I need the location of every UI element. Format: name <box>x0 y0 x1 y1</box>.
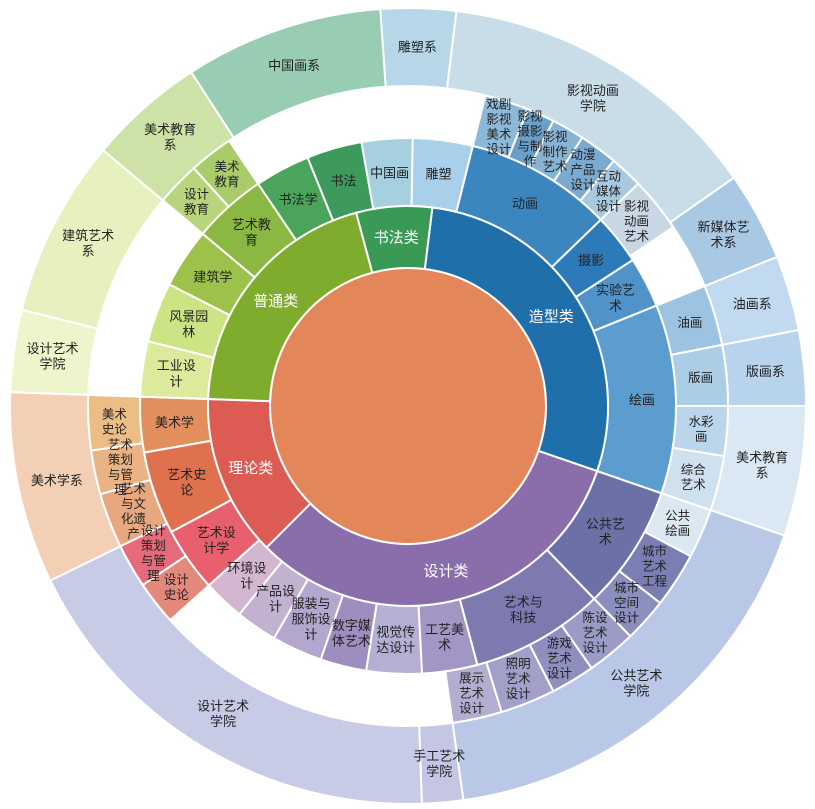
ring3-label-7: 版画 <box>688 370 713 385</box>
ring2-label-2: 摄影 <box>578 254 604 269</box>
ring2-label-14: 艺术史论 <box>167 468 206 499</box>
ring4-label-5: 美术教育系 <box>736 450 788 482</box>
ring2-label-12: 环境设计 <box>227 561 266 592</box>
ring4-label-7: 手工艺术学院 <box>413 749 465 780</box>
ring1-label-2: 理论类 <box>228 459 273 477</box>
ring4-label-11: 建筑艺术系 <box>62 228 114 260</box>
ring3-label-21: 美术史论 <box>102 406 128 436</box>
ring3-label-2: 影视制作艺术 <box>542 129 568 174</box>
ring2-label-13: 艺术设计学 <box>197 526 236 557</box>
ring3-label-4: 互动媒体设计 <box>596 168 622 213</box>
ring2-label-21: 书法 <box>330 175 356 190</box>
ring4-label-12: 美术教育系 <box>144 122 196 154</box>
ring2-label-4: 绘画 <box>629 393 655 408</box>
ring1-segment-4 <box>355 205 434 274</box>
ring4-label-2: 新媒体艺术系 <box>697 219 749 251</box>
ring4-label-13: 中国画系 <box>268 59 320 74</box>
ring4-segment-13 <box>189 7 387 140</box>
ring3-label-22: 设计教育 <box>184 187 209 217</box>
ring2-label-8: 视觉传达设计 <box>376 625 415 656</box>
ring3-label-1: 影视摄影与制作 <box>517 108 543 168</box>
ring4-label-1: 影视动画学院 <box>567 84 619 115</box>
ring2-label-19: 艺术教育 <box>232 217 271 249</box>
ring3-label-3: 动漫产品设计 <box>570 147 595 192</box>
ring3-label-23: 美术教育 <box>214 159 240 189</box>
ring2-label-17: 风景园林 <box>169 310 208 341</box>
ring3-label-10: 公共绘画 <box>665 508 690 538</box>
ring3-label-9: 综合艺术 <box>681 462 707 492</box>
ring2-label-15: 美术学 <box>155 415 194 431</box>
ring4-label-10: 设计艺术学院 <box>26 342 78 373</box>
ring1-label-3: 普通类 <box>253 292 298 310</box>
ring3-label-14: 游戏艺术设计 <box>547 635 573 680</box>
ring2-label-18: 建筑学 <box>193 269 232 285</box>
ring2-label-9: 数字媒体艺术 <box>332 619 371 650</box>
ring2-label-5: 公共艺术 <box>586 517 625 548</box>
ring3-label-13: 陈设艺术设计 <box>582 610 608 655</box>
ring1-segment-0 <box>423 206 609 473</box>
ring3-label-20: 艺术策划与管理 <box>108 437 134 497</box>
ring1-segment-1 <box>265 449 599 607</box>
ring2-label-0: 雕塑 <box>426 168 452 183</box>
ring1-label-4: 书法类 <box>374 229 419 247</box>
ring2-label-7: 工艺美术 <box>425 623 464 654</box>
ring3-label-12: 城市空间设计 <box>614 580 639 625</box>
ring3-label-19: 艺术与文化遗产 <box>121 481 147 541</box>
ring3-label-0: 戏剧影视美术设计 <box>486 96 512 156</box>
ring2-label-20: 书法学 <box>279 192 318 208</box>
ring3-label-18: 设计策划与管理 <box>141 523 166 583</box>
ring3-label-15: 照明艺术设计 <box>506 656 532 701</box>
ring3-label-8: 水彩画 <box>689 414 715 444</box>
ring3-label-17: 设计史论 <box>164 572 190 602</box>
ring4-label-9: 美术学系 <box>31 473 83 489</box>
ring1-label-0: 造型类 <box>529 308 574 326</box>
ring3-label-16: 展示艺术设计 <box>459 670 485 715</box>
ring3-label-11: 城市艺术工程 <box>642 543 668 588</box>
ring4-label-6: 公共艺术学院 <box>610 669 662 700</box>
ring4-label-8: 设计艺术学院 <box>197 699 249 730</box>
ring2-label-16: 工业设计 <box>157 359 196 390</box>
ring2-label-3: 实验艺术 <box>596 283 635 315</box>
ring4-label-3: 油画系 <box>733 298 772 313</box>
ring4-label-4: 版画系 <box>746 365 785 380</box>
ring1-label-1: 设计类 <box>424 562 469 580</box>
ring2-label-1: 动画 <box>512 197 538 212</box>
ring2-label-10: 服装与服饰设计 <box>291 597 330 643</box>
ring4-label-0: 雕塑系 <box>398 41 437 56</box>
center-circle <box>269 267 547 545</box>
ring3-label-6: 油画 <box>677 315 702 330</box>
ring2-label-22: 中国画 <box>370 166 409 181</box>
ring2-label-6: 艺术与科技 <box>504 595 543 626</box>
ring2-label-11: 产品设计 <box>256 585 295 616</box>
ring3-label-5: 影视动画艺术 <box>624 198 650 243</box>
